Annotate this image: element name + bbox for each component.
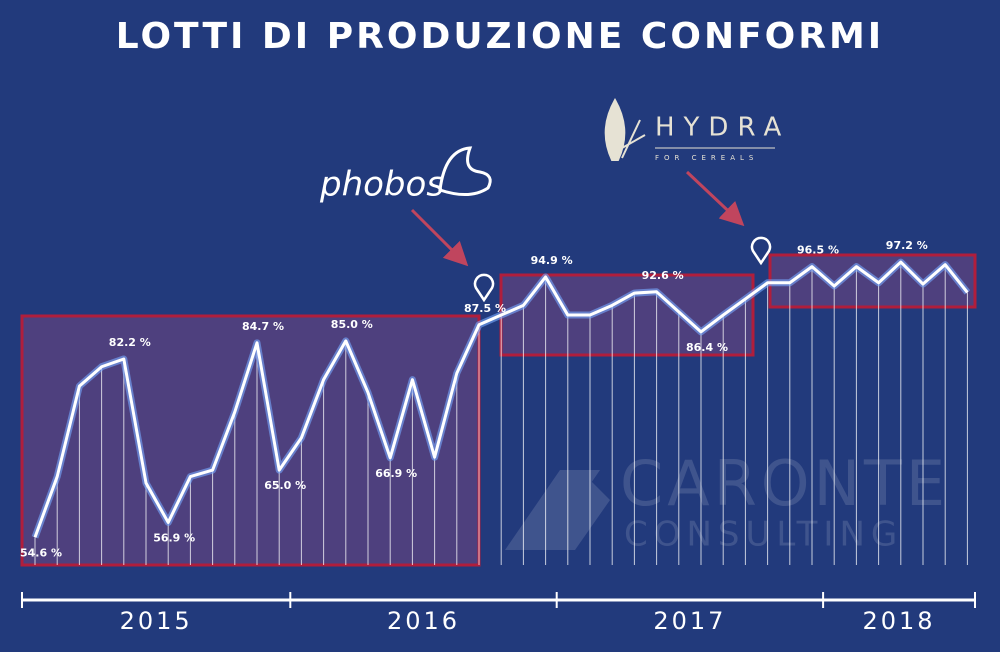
x-tick-label: 2017 xyxy=(653,607,726,635)
pin xyxy=(473,273,495,303)
logo-icon xyxy=(604,97,646,161)
value-label: 97.2 % xyxy=(886,239,928,252)
watermark-logo xyxy=(505,470,610,550)
chart-title: LOTTI DI PRODUZIONE CONFORMI xyxy=(116,16,884,57)
value-label: 92.6 % xyxy=(642,269,684,282)
x-tick-label: 2015 xyxy=(120,607,193,635)
period-box xyxy=(499,273,755,357)
value-label: 96.5 % xyxy=(797,244,839,257)
value-label: 54.6 % xyxy=(20,546,62,559)
value-label: 66.9 % xyxy=(375,467,417,480)
plot: 54.6 % 82.2 % 56.9 % 84.7 % 65.0 % 85.0 % 66.9… xyxy=(20,239,971,565)
value-label: 65.0 % xyxy=(264,479,306,492)
logo-text: FOR CEREALS xyxy=(655,154,758,162)
value-label: 85.0 % xyxy=(331,318,373,331)
pin xyxy=(750,236,772,266)
logo-icon xyxy=(438,146,492,196)
arrow xyxy=(410,208,469,267)
logo-text: phobos xyxy=(319,165,444,205)
value-label: 84.7 % xyxy=(242,320,284,333)
value-label: 82.2 % xyxy=(109,336,151,349)
watermark-text: CONSULTING xyxy=(624,515,903,555)
watermark-text: CARONTE xyxy=(620,447,949,520)
x-tick-label: 2018 xyxy=(863,607,936,635)
value-label: 94.9 % xyxy=(531,254,573,267)
value-label: 56.9 % xyxy=(153,531,195,544)
x-tick-label: 2016 xyxy=(387,607,460,635)
value-label: 86.4 % xyxy=(686,341,728,354)
logo-text: HYDRA xyxy=(655,113,790,143)
value-label: 87.5 % xyxy=(464,302,506,315)
arrow xyxy=(685,170,745,227)
line xyxy=(33,260,969,538)
watermark: CARONTE CONSULTING xyxy=(505,447,949,555)
